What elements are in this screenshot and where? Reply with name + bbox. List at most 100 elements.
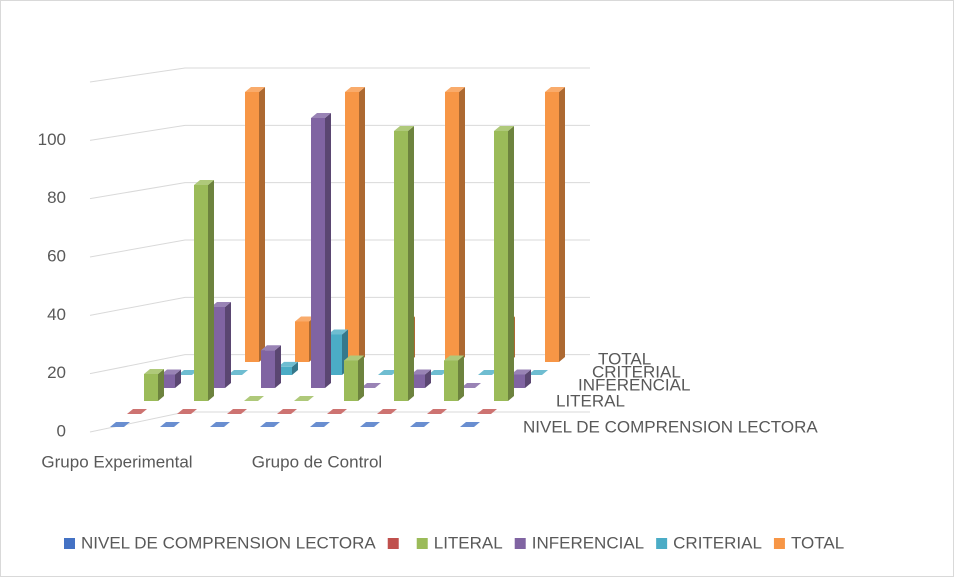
bar-top — [460, 422, 480, 427]
bar — [210, 422, 230, 427]
y-tick-label: 80 — [47, 188, 66, 207]
bar — [428, 370, 448, 375]
legend-label: NIVEL DE COMPRENSION LECTORA — [81, 533, 376, 552]
bar-top — [511, 369, 531, 375]
bar — [427, 409, 447, 414]
bar-side — [359, 87, 365, 362]
bar-top — [160, 422, 180, 427]
bar — [260, 422, 280, 427]
bar — [378, 370, 398, 375]
bar — [411, 369, 431, 388]
bar-top — [360, 422, 380, 427]
bar-front — [494, 131, 508, 401]
bar-top — [327, 409, 347, 414]
legend-label: INFERENCIAL — [532, 533, 644, 552]
bar — [360, 422, 380, 427]
bar — [245, 87, 265, 362]
bar-side — [408, 126, 414, 401]
bar-side — [259, 87, 265, 362]
bar-top — [295, 316, 315, 322]
bar-top — [278, 361, 298, 367]
legend-label: CRITERIAL — [673, 533, 762, 552]
legend-swatch — [64, 538, 75, 549]
bar-top — [144, 369, 164, 374]
bar-top — [310, 422, 330, 427]
bar-top — [411, 369, 431, 375]
bar — [327, 409, 347, 414]
bar-front — [278, 366, 292, 375]
bar-top — [378, 370, 398, 375]
bar — [444, 355, 464, 401]
y-tick-label: 20 — [47, 363, 66, 382]
depth-label: LITERAL — [556, 391, 625, 410]
bar — [345, 87, 365, 362]
bar — [177, 409, 197, 414]
bar-side — [525, 369, 531, 388]
legend-swatch — [656, 538, 668, 549]
legend-swatch — [416, 538, 428, 549]
depth-label: TOTAL — [598, 349, 651, 368]
legend-swatch — [773, 538, 785, 549]
bar-top — [328, 329, 348, 335]
bar-top — [178, 370, 198, 375]
bar-front — [311, 118, 325, 388]
bar — [244, 396, 264, 401]
bar — [394, 126, 414, 401]
bar — [160, 422, 180, 427]
bar — [227, 409, 247, 414]
x-tick-label: Grupo Experimental — [41, 452, 192, 471]
bar-front — [161, 374, 175, 388]
bar-top — [277, 409, 297, 414]
bar-top — [210, 422, 230, 427]
bar-top — [528, 370, 548, 375]
bar — [477, 409, 497, 414]
bar — [528, 370, 548, 375]
bar-front — [211, 307, 225, 388]
bar-side — [175, 369, 181, 388]
bar-top — [444, 355, 464, 361]
bar — [311, 113, 331, 388]
bar-front — [394, 131, 408, 401]
legend-label: TOTAL — [791, 533, 844, 552]
bar — [445, 87, 465, 362]
bar-side — [158, 369, 164, 401]
bar-top — [345, 87, 365, 92]
bar-side — [208, 180, 214, 401]
bar-top — [227, 409, 247, 414]
bar-top — [461, 383, 481, 388]
bar — [194, 180, 214, 401]
bar-top — [410, 422, 430, 427]
bar-side — [458, 355, 464, 401]
bar — [344, 355, 364, 401]
bar-front — [245, 92, 259, 362]
bar-top — [545, 87, 565, 92]
bar-top — [194, 180, 214, 185]
bar-top — [494, 126, 514, 131]
bar-top — [260, 422, 280, 427]
bar-top — [261, 345, 281, 351]
bar — [261, 345, 281, 388]
bar-top — [177, 409, 197, 414]
bar — [110, 422, 130, 427]
bar-top — [311, 113, 331, 118]
bar — [494, 126, 514, 401]
depth-label: INFERENCIAL — [578, 375, 690, 394]
bar-side — [425, 369, 431, 388]
bar-front — [511, 374, 525, 388]
bar — [144, 369, 164, 401]
bar-top — [344, 355, 364, 361]
bar — [461, 383, 481, 388]
bar-front — [445, 92, 459, 362]
bar-side — [325, 113, 331, 388]
bar-top — [394, 126, 414, 131]
bar — [410, 422, 430, 427]
bar-front — [344, 360, 358, 401]
grid-line — [89, 67, 590, 83]
bar-front — [328, 334, 342, 375]
bar-top — [361, 383, 381, 388]
legend-swatch — [514, 538, 526, 549]
bar-side — [292, 361, 298, 375]
bar-front — [345, 92, 359, 362]
